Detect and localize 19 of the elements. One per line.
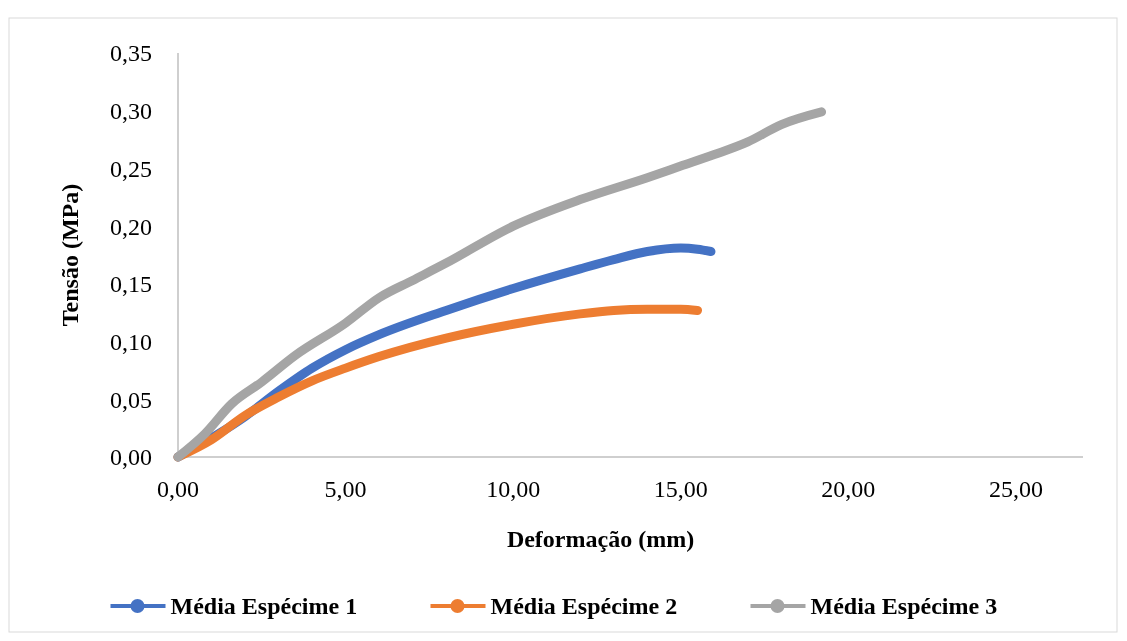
x-tick-label: 10,00 <box>486 476 541 502</box>
x-axis-title: Deformação (mm) <box>506 526 695 552</box>
x-tick-label: 20,00 <box>821 476 876 502</box>
y-tick-label: 0,05 <box>110 386 152 413</box>
y-tick-label: 0,10 <box>110 328 152 355</box>
legend-label: Média Espécime 2 <box>490 593 678 619</box>
x-tick-label: 5,00 <box>324 476 367 502</box>
y-tick-label: 0,20 <box>110 213 152 240</box>
y-tick-label: 0,00 <box>110 444 152 471</box>
legend-label: Média Espécime 1 <box>170 593 358 619</box>
y-axis-title: Tensão (MPa) <box>57 183 83 327</box>
x-tick-label: 0,00 <box>157 476 199 502</box>
y-tick-label: 0,30 <box>110 98 152 125</box>
legend-label: Média Espécime 3 <box>810 593 998 619</box>
y-tick-label: 0,25 <box>110 155 152 182</box>
x-tick-label: 25,00 <box>988 476 1043 502</box>
x-tick-label: 15,00 <box>653 476 708 502</box>
y-tick-label: 0,35 <box>110 40 152 67</box>
y-tick-label: 0,15 <box>110 271 152 298</box>
